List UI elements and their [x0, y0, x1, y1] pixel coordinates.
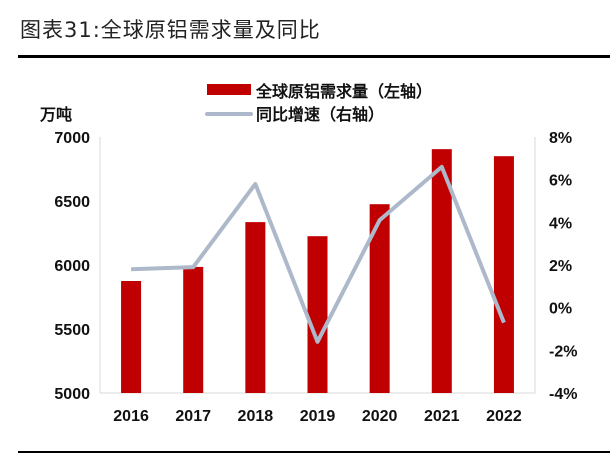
x-tick-label: 2018	[238, 408, 274, 425]
bar-2016	[121, 281, 142, 393]
x-tick-label: 2021	[424, 408, 460, 425]
bar-2018	[245, 222, 266, 393]
right-tick-label: 8%	[549, 130, 572, 147]
x-tick-label: 2022	[486, 408, 522, 425]
left-axis-unit: 万吨	[39, 105, 72, 124]
bar-2022	[493, 156, 514, 393]
left-tick-label: 6000	[54, 258, 90, 275]
bottom-divider	[18, 451, 610, 453]
left-tick-label: 7000	[54, 130, 90, 147]
left-tick-label: 6500	[54, 194, 90, 211]
bar-2019	[307, 236, 328, 393]
title-divider	[18, 55, 610, 58]
legend-swatch-bar	[207, 84, 251, 95]
legend-label-line: 同比增速（右轴）	[256, 105, 384, 124]
legend-label-bar: 全球原铝需求量（左轴）	[255, 82, 432, 101]
right-tick-label: 6%	[549, 173, 572, 190]
chart-title: 图表31:全球原铝需求量及同比	[20, 18, 321, 42]
right-tick-label: -4%	[549, 386, 577, 403]
right-tick-label: 0%	[549, 301, 572, 318]
x-tick-label: 2019	[300, 408, 336, 425]
right-tick-label: 4%	[549, 215, 572, 232]
left-tick-label: 5000	[54, 386, 90, 403]
right-tick-label: 2%	[549, 258, 572, 275]
bar-2017	[183, 266, 204, 393]
x-tick-label: 2017	[175, 408, 211, 425]
growth-line	[131, 164, 506, 344]
x-tick-label: 2020	[362, 408, 398, 425]
bar-2021	[431, 149, 452, 393]
left-tick-label: 5500	[54, 322, 90, 339]
right-tick-label: -2%	[549, 343, 577, 360]
bar-2020	[369, 204, 390, 393]
x-tick-label: 2016	[113, 408, 149, 425]
